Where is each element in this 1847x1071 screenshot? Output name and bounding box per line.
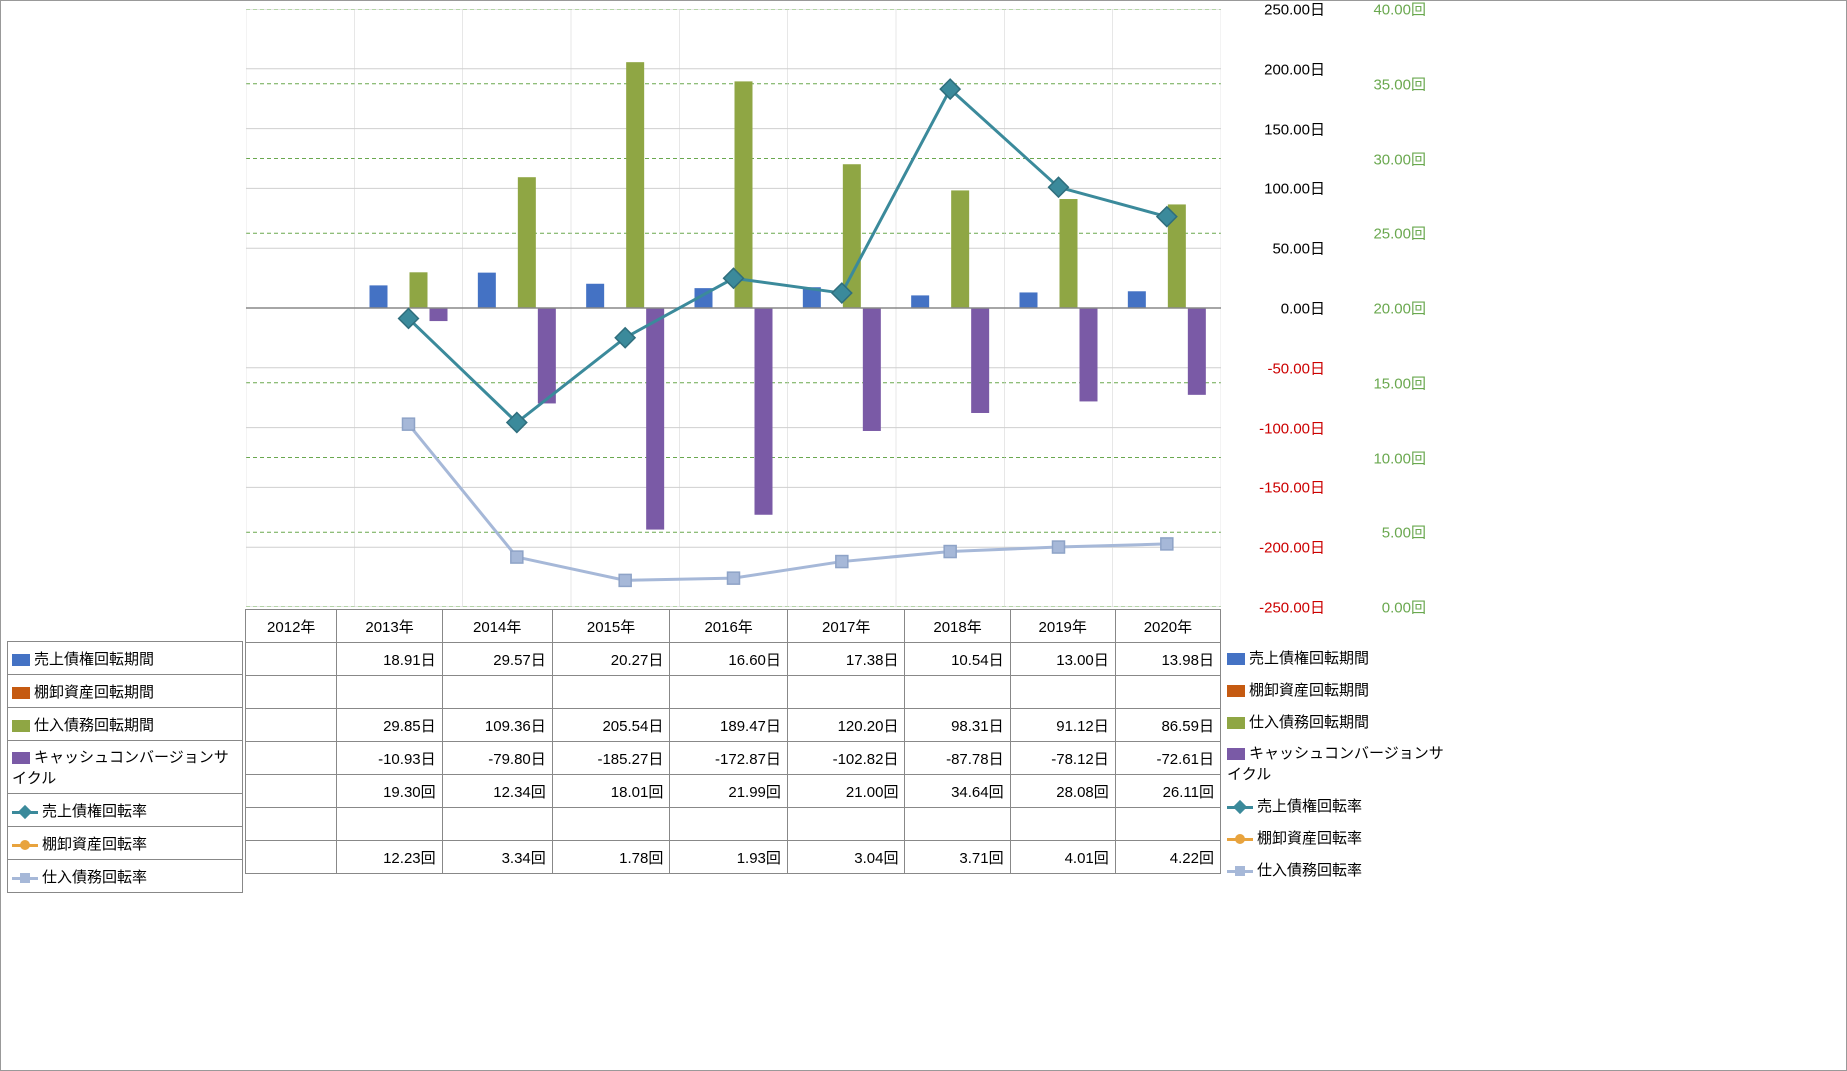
table-cell: 4.01回: [1010, 841, 1115, 874]
table-cell: 28.08回: [1010, 775, 1115, 808]
table-cell: 3.71回: [905, 841, 1010, 874]
table-cell: 3.34回: [442, 841, 552, 874]
right-legend: 売上債権回転期間棚卸資産回転期間仕入債務回転期間キャッシュコンバージョンサイクル…: [1223, 641, 1459, 885]
table-cell: 19.30回: [337, 775, 442, 808]
table-cell: 1.78回: [552, 841, 670, 874]
legend-item: キャッシュコンバージョンサイクル: [1223, 737, 1459, 789]
table-cell: 29.85日: [337, 709, 442, 742]
table-cell: -102.82日: [787, 742, 905, 775]
table-cell: [1115, 808, 1220, 841]
table-cell: [246, 676, 337, 709]
table-cell: -10.93日: [337, 742, 442, 775]
table-cell: 13.00日: [1010, 643, 1115, 676]
table-cell: 18.91日: [337, 643, 442, 676]
table-cell: [337, 808, 442, 841]
table-cell: -79.80日: [442, 742, 552, 775]
table-cell: 4.22回: [1115, 841, 1220, 874]
table-cell: [787, 808, 905, 841]
table-cell: [670, 808, 788, 841]
table-cell: [246, 742, 337, 775]
plot-area: [246, 9, 1221, 607]
table-cell: -72.61日: [1115, 742, 1220, 775]
legend-item: 売上債権回転期間: [8, 642, 243, 675]
legend-item: 棚卸資産回転率: [8, 827, 243, 860]
year-header: 2014年: [442, 610, 552, 643]
table-cell: 13.98日: [1115, 643, 1220, 676]
year-header: 2015年: [552, 610, 670, 643]
year-header: 2017年: [787, 610, 905, 643]
table-cell: [246, 808, 337, 841]
legend-item: 売上債権回転率: [8, 794, 243, 827]
year-header: 2016年: [670, 610, 788, 643]
table-cell: 16.60日: [670, 643, 788, 676]
table-cell: [1010, 676, 1115, 709]
table-cell: 18.01回: [552, 775, 670, 808]
chart-container: 250.00日200.00日150.00日100.00日50.00日0.00日-…: [0, 0, 1847, 1071]
year-header: 2013年: [337, 610, 442, 643]
table-cell: [246, 841, 337, 874]
legend-item: 売上債権回転期間: [1223, 641, 1459, 673]
table-cell: [670, 676, 788, 709]
table-cell: [337, 676, 442, 709]
legend-item: 仕入債務回転期間: [1223, 705, 1459, 737]
table-cell: -87.78日: [905, 742, 1010, 775]
table-cell: [1115, 676, 1220, 709]
table-cell: [246, 643, 337, 676]
table-cell: 29.57日: [442, 643, 552, 676]
year-header: 2020年: [1115, 610, 1220, 643]
table-cell: 21.99回: [670, 775, 788, 808]
table-cell: 189.47日: [670, 709, 788, 742]
table-cell: 12.34回: [442, 775, 552, 808]
table-cell: [905, 676, 1010, 709]
year-header: 2019年: [1010, 610, 1115, 643]
table-cell: [1010, 808, 1115, 841]
table-cell: 205.54日: [552, 709, 670, 742]
table-cell: 98.31日: [905, 709, 1010, 742]
table-cell: [442, 808, 552, 841]
table-cell: [552, 676, 670, 709]
legend-item: 棚卸資産回転期間: [8, 675, 243, 708]
table-cell: 17.38日: [787, 643, 905, 676]
table-cell: 120.20日: [787, 709, 905, 742]
year-header: 2012年: [246, 610, 337, 643]
legend-item: 仕入債務回転率: [1223, 853, 1459, 885]
table-cell: 109.36日: [442, 709, 552, 742]
legend-item: 売上債権回転率: [1223, 789, 1459, 821]
legend-item: キャッシュコンバージョンサイクル: [8, 741, 243, 794]
table-cell: 91.12日: [1010, 709, 1115, 742]
table-cell: 34.64回: [905, 775, 1010, 808]
table-cell: [905, 808, 1010, 841]
table-cell: [246, 775, 337, 808]
legend-item: 棚卸資産回転期間: [1223, 673, 1459, 705]
table-cell: [442, 676, 552, 709]
table-cell: -78.12日: [1010, 742, 1115, 775]
table-cell: 86.59日: [1115, 709, 1220, 742]
left-legend: 売上債権回転期間棚卸資産回転期間仕入債務回転期間キャッシュコンバージョンサイクル…: [7, 641, 243, 893]
data-table: 2012年2013年2014年2015年2016年2017年2018年2019年…: [245, 609, 1221, 874]
legend-item: 仕入債務回転期間: [8, 708, 243, 741]
table-cell: 12.23回: [337, 841, 442, 874]
table-cell: [246, 709, 337, 742]
legend-item: 仕入債務回転率: [8, 860, 243, 893]
table-cell: 10.54日: [905, 643, 1010, 676]
year-header: 2018年: [905, 610, 1010, 643]
table-cell: 20.27日: [552, 643, 670, 676]
table-cell: 3.04回: [787, 841, 905, 874]
table-cell: 1.93回: [670, 841, 788, 874]
table-cell: -185.27日: [552, 742, 670, 775]
legend-item: 棚卸資産回転率: [1223, 821, 1459, 853]
table-cell: [787, 676, 905, 709]
table-cell: [552, 808, 670, 841]
table-cell: 21.00回: [787, 775, 905, 808]
table-cell: -172.87日: [670, 742, 788, 775]
table-cell: 26.11回: [1115, 775, 1220, 808]
